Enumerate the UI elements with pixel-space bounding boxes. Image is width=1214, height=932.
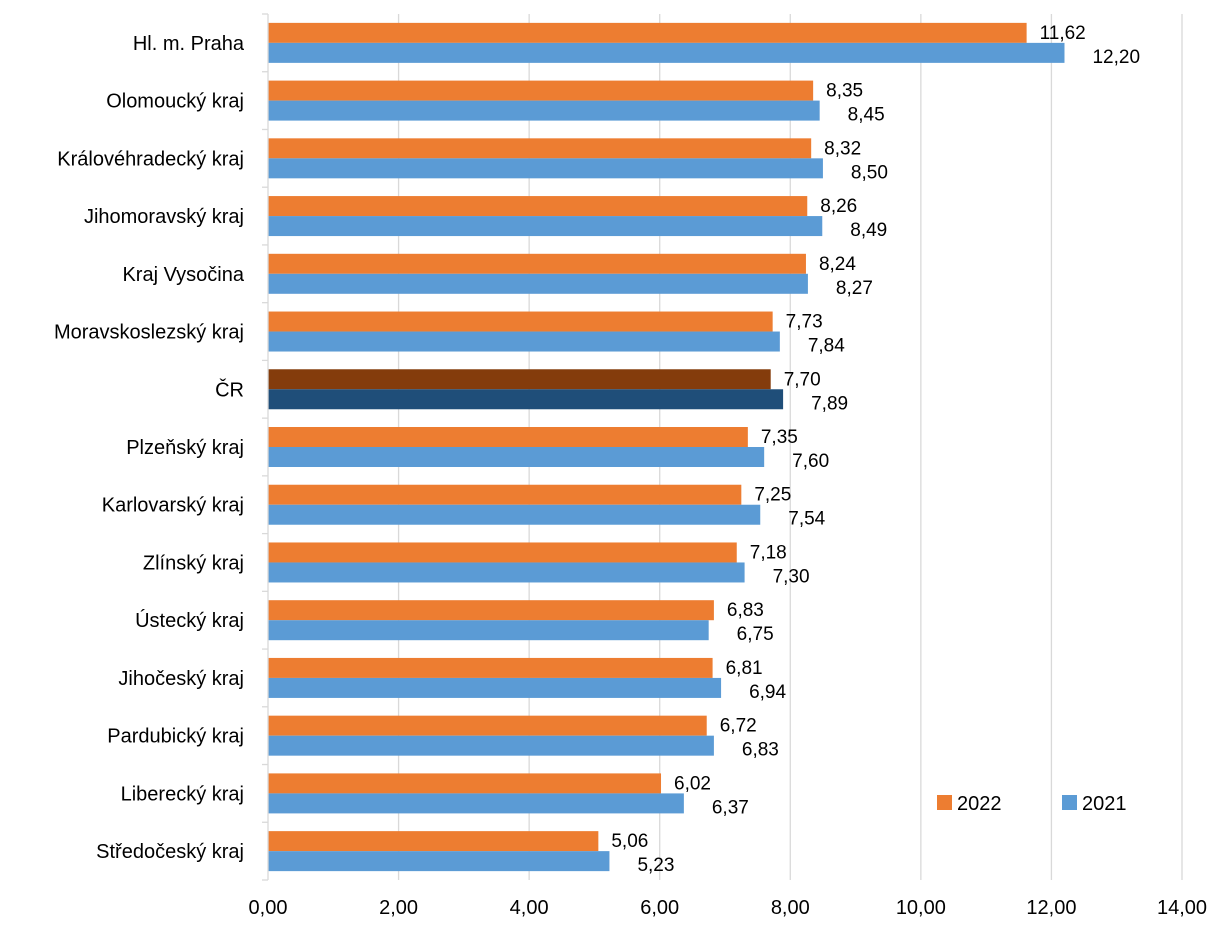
bar-2021 [268,735,714,756]
bar-2021 [268,331,780,352]
data-label-2021: 8,50 [851,162,888,183]
data-labels: 11,62 12,20 8,35 8,45 8,32 8,50 8,26 8,49 8,24 8,… [611,23,1140,876]
data-label-2022: 8,35 [826,81,863,102]
category-label: Plzeňský kraj [126,437,244,459]
legend: 2022 2021 [937,793,1127,815]
data-label-2021: 6,75 [737,624,774,645]
data-label-2022: 11,62 [1040,23,1086,44]
data-label-2021: 6,94 [749,682,786,703]
bar-2021 [268,216,823,237]
x-tick-label: 12,00 [1026,897,1076,919]
bar-2021 [268,851,610,872]
data-label-2022: 8,24 [819,254,856,275]
data-label-2022: 8,26 [820,196,857,217]
data-label-2022: 5,06 [611,831,648,852]
category-label: Zlínský kraj [143,552,244,574]
data-label-2022: 6,02 [674,773,711,794]
category-label: Olomoucký kraj [106,91,244,113]
data-label-2021: 8,49 [850,220,887,241]
data-label-2021: 6,37 [712,797,749,818]
data-label-2022: 6,72 [720,716,757,737]
data-label-2022: 6,83 [727,600,764,621]
data-label-2022: 6,81 [726,658,763,679]
data-label-2021: 8,45 [848,105,885,126]
bar-2022 [268,715,707,736]
bar-2022 [268,427,748,447]
data-label-2021: 7,54 [788,509,825,530]
bar-2022 [268,311,773,332]
data-label-2021: 7,89 [811,393,848,414]
bar-2021 [268,158,823,179]
bar-2021 [268,100,820,121]
data-label-2021: 6,83 [742,740,779,761]
bar-2021 [268,620,709,641]
bar-2021 [268,677,722,698]
legend-swatch-2022 [937,795,952,810]
data-label-2021: 7,60 [792,451,829,472]
x-tick-label: 10,00 [896,897,946,919]
bar-2022 [268,657,713,678]
axes: 0,00 2,00 4,00 6,00 8,00 10,00 12,00 14,00 Hl. m… [54,13,1207,919]
x-tick-label: 0,00 [249,897,288,919]
x-tick-label: 2,00 [379,897,418,919]
data-label-2022: 7,73 [786,312,823,333]
bar-2021 [268,389,784,410]
category-label: Kraj Vysočina [122,264,244,286]
bar-2021 [268,562,745,583]
category-label: Karlovarský kraj [102,495,244,517]
category-label: Hl. m. Praha [133,33,245,55]
data-label-2021: 8,27 [836,278,873,299]
bar-2022 [268,80,814,101]
bar-2022 [268,369,771,390]
x-tick-label: 4,00 [510,897,549,919]
bar-2022 [268,773,662,794]
category-label: Jihomoravský kraj [84,206,244,228]
x-tick-label: 6,00 [640,897,679,919]
bar-2022 [268,253,806,274]
bar-2021 [268,447,765,467]
bar-2022 [268,138,812,159]
legend-label-2021: 2021 [1082,793,1127,815]
data-label-2021: 7,30 [773,566,810,587]
bar-2021 [268,42,1065,63]
bars [268,22,1065,872]
data-label-2021: 5,23 [637,855,674,876]
bar-2022 [268,542,737,563]
legend-label-2022: 2022 [957,793,1002,815]
bar-2021 [268,793,684,814]
data-label-2022: 7,70 [784,369,821,390]
category-label: Ústecký kraj [135,609,244,632]
bar-2022 [268,196,808,217]
data-label-2022: 7,35 [761,427,798,448]
legend-swatch-2021 [1062,795,1077,810]
category-label: Jihočeský kraj [118,668,244,690]
data-label-2022: 8,32 [824,138,861,159]
category-label: Liberecký kraj [121,783,244,805]
bar-2022 [268,22,1027,43]
category-label: Středočeský kraj [96,841,244,863]
x-tick-label: 8,00 [771,897,810,919]
category-label: Pardubický kraj [107,726,244,748]
data-label-2021: 7,84 [808,336,845,357]
bar-2022 [268,831,599,852]
category-label: Královéhradecký kraj [57,148,244,170]
bar-2022 [268,600,714,621]
bar-2022 [268,484,742,505]
category-label: ČR [215,378,244,401]
data-label-2021: 12,20 [1092,47,1140,68]
x-tick-label: 14,00 [1157,897,1207,919]
data-label-2022: 7,25 [754,485,791,506]
category-label: Moravskoslezský kraj [54,322,244,344]
data-label-2022: 7,18 [750,542,787,563]
bar-2021 [268,504,761,525]
bar-2021 [268,273,808,294]
